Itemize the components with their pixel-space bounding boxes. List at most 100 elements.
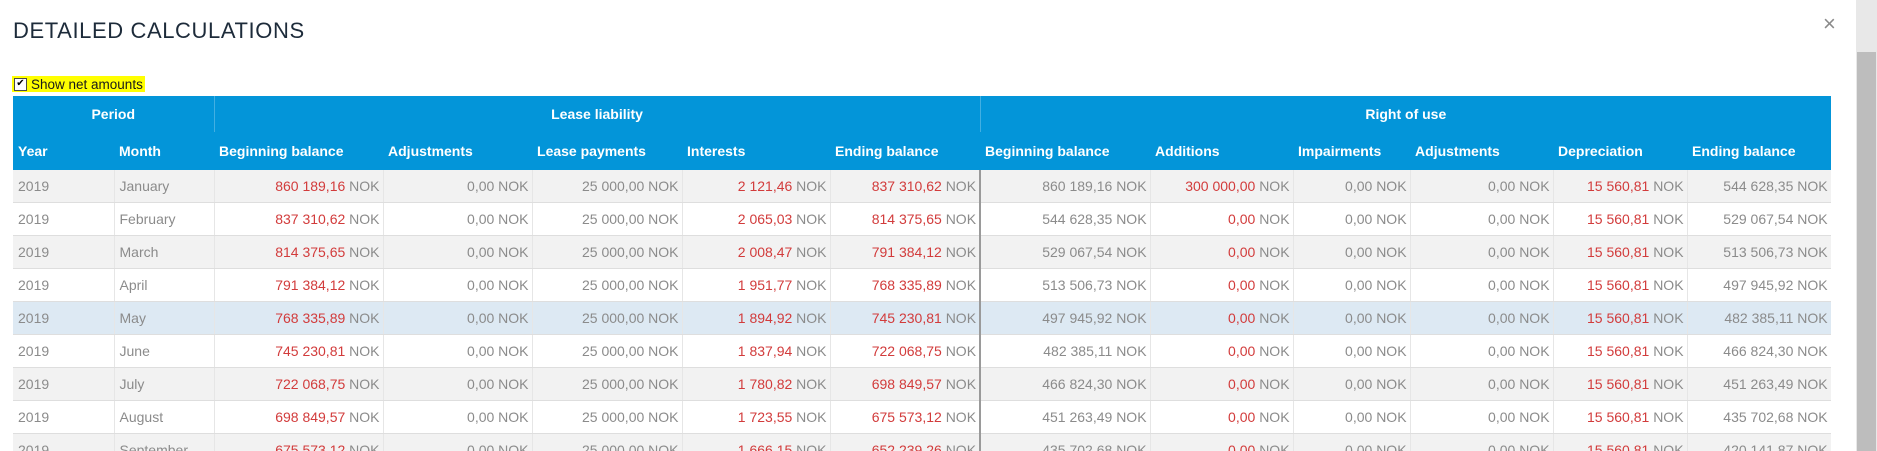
amount-value: 466 824,30 <box>1723 343 1794 359</box>
cell-amount: 529 067,54 NOK <box>980 235 1151 269</box>
column-header-rou-adjustments[interactable]: Adjustments <box>1410 132 1554 170</box>
amount-value: 698 849,57 <box>275 409 346 425</box>
currency-unit: NOK <box>349 211 380 227</box>
table-row[interactable]: 2019 July 722 068,75 NOK 0,00 NOK 25 000,00 … <box>13 367 1831 401</box>
amount-value: 300 000,00 <box>1185 178 1256 194</box>
column-header-lease-payments[interactable]: Lease payments <box>532 132 683 170</box>
cell-amount: 25 000,00 NOK <box>532 334 683 368</box>
table-row[interactable]: 2019 January 860 189,16 NOK 0,00 NOK 25 000,… <box>13 170 1831 203</box>
amount-value: 0,00 <box>1345 178 1373 194</box>
cell-amount: 768 335,89 NOK <box>830 268 982 302</box>
cell-amount: 1 951,77 NOK <box>682 268 831 302</box>
currency-unit: NOK <box>498 277 529 293</box>
cell-amount: 451 263,49 NOK <box>980 400 1151 434</box>
currency-unit: NOK <box>1116 244 1147 260</box>
column-header-month[interactable]: Month <box>114 132 215 170</box>
show-net-amounts-checkbox[interactable]: ✔ <box>14 77 27 91</box>
currency-unit: NOK <box>648 310 679 326</box>
cell-month: April <box>114 268 215 302</box>
cell-amount: 0,00 NOK <box>1293 301 1411 335</box>
currency-unit: NOK <box>1797 310 1828 326</box>
currency-unit: NOK <box>796 277 827 293</box>
amount-value: 1 723,55 <box>737 409 793 425</box>
currency-unit: NOK <box>648 376 679 392</box>
currency-unit: NOK <box>1653 178 1684 194</box>
cell-amount: 0,00 NOK <box>1410 268 1554 302</box>
amount-value: 0,00 <box>467 310 495 326</box>
amount-value: 0,00 <box>1228 442 1256 451</box>
cell-amount: 0,00 NOK <box>1410 301 1554 335</box>
column-header-depreciation[interactable]: Depreciation <box>1553 132 1688 170</box>
currency-unit: NOK <box>349 244 380 260</box>
amount-value: 0,00 <box>1488 178 1516 194</box>
amount-value: 0,00 <box>1345 277 1373 293</box>
currency-unit: NOK <box>349 376 380 392</box>
amount-value: 451 263,49 <box>1042 409 1113 425</box>
column-header-rou-ending-balance[interactable]: Ending balance <box>1687 132 1831 170</box>
column-header-impairments[interactable]: Impairments <box>1293 132 1411 170</box>
group-header-period: Period <box>13 96 215 132</box>
cell-year: 2019 <box>13 268 115 302</box>
amount-value: 0,00 <box>1488 442 1516 451</box>
amount-value: 814 375,65 <box>275 244 346 260</box>
amount-value: 25 000,00 <box>581 343 645 359</box>
amount-value: 0,00 <box>467 178 495 194</box>
currency-unit: NOK <box>1376 277 1407 293</box>
amount-value: 0,00 <box>1345 376 1373 392</box>
currency-unit: NOK <box>796 343 827 359</box>
currency-unit: NOK <box>1797 343 1828 359</box>
column-header-year[interactable]: Year <box>13 132 114 170</box>
table-row[interactable]: 2019 May 768 335,89 NOK 0,00 NOK 25 000,00 N… <box>13 301 1831 335</box>
column-header-additions[interactable]: Additions <box>1150 132 1294 170</box>
column-header-lease-beginning-balance[interactable]: Beginning balance <box>214 132 384 170</box>
cell-amount: 15 560,81 NOK <box>1553 268 1688 302</box>
amount-value: 0,00 <box>1345 442 1373 451</box>
table-row[interactable]: 2019 March 814 375,65 NOK 0,00 NOK 25 000,00… <box>13 235 1831 269</box>
scrollbar-thumb[interactable] <box>1857 52 1876 451</box>
cell-amount: 15 560,81 NOK <box>1553 334 1688 368</box>
amount-value: 435 702,68 <box>1723 409 1794 425</box>
cell-year: 2019 <box>13 301 115 335</box>
currency-unit: NOK <box>945 310 977 326</box>
cell-amount: 0,00 NOK <box>1410 400 1554 434</box>
amount-value: 791 384,12 <box>871 244 942 260</box>
amount-value: 15 560,81 <box>1587 442 1650 451</box>
currency-unit: NOK <box>648 277 679 293</box>
table-row[interactable]: 2019 April 791 384,12 NOK 0,00 NOK 25 000,00… <box>13 268 1831 302</box>
group-header-lease-liability: Lease liability <box>213 96 981 132</box>
cell-amount: 420 141,87 NOK <box>1687 433 1831 451</box>
currency-unit: NOK <box>1259 442 1290 451</box>
amount-value: 860 189,16 <box>275 178 346 194</box>
amount-value: 0,00 <box>1228 211 1256 227</box>
cell-amount: 0,00 NOK <box>1150 301 1294 335</box>
currency-unit: NOK <box>1376 310 1407 326</box>
cell-amount: 25 000,00 NOK <box>532 301 683 335</box>
currency-unit: NOK <box>1116 211 1147 227</box>
table-row[interactable]: 2019 June 745 230,81 NOK 0,00 NOK 25 000,00 … <box>13 334 1831 368</box>
group-header-right-of-use: Right of use <box>979 96 1831 132</box>
amount-value: 0,00 <box>1488 343 1516 359</box>
cell-amount: 1 837,94 NOK <box>682 334 831 368</box>
cell-amount: 0,00 NOK <box>1293 367 1411 401</box>
currency-unit: NOK <box>1259 277 1290 293</box>
cell-amount: 0,00 NOK <box>1150 268 1294 302</box>
cell-amount: 25 000,00 NOK <box>532 268 683 302</box>
column-header-rou-beginning-balance[interactable]: Beginning balance <box>980 132 1151 170</box>
amount-value: 1 666,15 <box>737 442 793 451</box>
currency-unit: NOK <box>1259 178 1290 194</box>
column-header-interests[interactable]: Interests <box>682 132 831 170</box>
column-header-lease-adjustments[interactable]: Adjustments <box>383 132 533 170</box>
currency-unit: NOK <box>498 376 529 392</box>
show-net-amounts-label[interactable]: Show net amounts <box>31 76 143 92</box>
close-icon[interactable]: × <box>1823 11 1836 36</box>
show-net-amounts-toggle[interactable]: ✔ Show net amounts <box>12 76 145 92</box>
table-row[interactable]: 2019 February 837 310,62 NOK 0,00 NOK 25 000… <box>13 202 1831 236</box>
cell-amount: 0,00 NOK <box>383 202 533 236</box>
column-header-lease-ending-balance[interactable]: Ending balance <box>830 132 981 170</box>
amount-value: 1 951,77 <box>737 277 793 293</box>
currency-unit: NOK <box>1797 211 1828 227</box>
vertical-scrollbar[interactable] <box>1856 0 1877 451</box>
detailed-calculations-table: Period Lease liability Right of use Year… <box>13 96 1831 451</box>
table-row[interactable]: 2019 September 675 573,12 NOK 0,00 NOK 25 00… <box>13 433 1831 451</box>
table-row[interactable]: 2019 August 698 849,57 NOK 0,00 NOK 25 000,0… <box>13 400 1831 434</box>
